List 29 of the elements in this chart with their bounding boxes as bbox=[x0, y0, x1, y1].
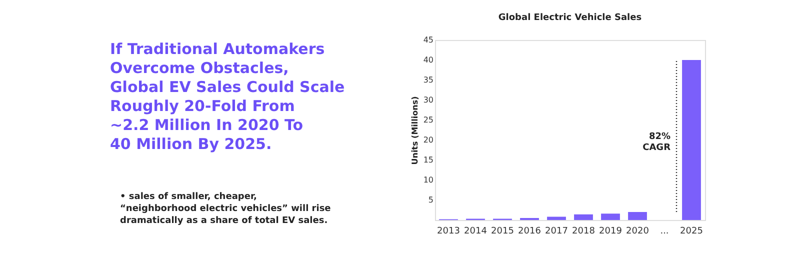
y-tick-label: 35 bbox=[423, 76, 434, 84]
y-tick-label: 40 bbox=[423, 56, 434, 64]
chart-title: Global Electric Vehicle Sales bbox=[498, 13, 642, 23]
y-tick-label: 30 bbox=[423, 96, 434, 104]
x-tick-label: 2016 bbox=[518, 226, 542, 236]
bar bbox=[628, 212, 647, 220]
y-tick-label: 45 bbox=[423, 36, 434, 44]
x-tick-label: 2014 bbox=[464, 226, 488, 236]
x-tick-label: ... bbox=[660, 226, 669, 236]
y-tick-label: 25 bbox=[423, 116, 434, 124]
bar bbox=[574, 214, 593, 220]
y-tick-label: 10 bbox=[423, 176, 434, 184]
annotation: 82% CAGR bbox=[642, 132, 671, 153]
x-tick-label: 2018 bbox=[572, 226, 596, 236]
x-tick-label: 2020 bbox=[626, 226, 650, 236]
y-tick-label: 5 bbox=[428, 196, 434, 204]
y-tick-label: 20 bbox=[423, 136, 434, 144]
x-tick-label: 2025 bbox=[680, 226, 703, 236]
y-axis-title: Units (Millions) bbox=[410, 96, 420, 165]
x-tick-label: 2013 bbox=[437, 226, 460, 236]
bar bbox=[601, 214, 620, 220]
x-tick-label: 2015 bbox=[491, 226, 514, 236]
text: If Traditional Automakers Overcome Obstacles, Global EV Sales Could Scale Roughly 20-Fold From ~2.2 Million In 2020 To 40 Million By 2025. bbox=[110, 40, 345, 153]
text: • sales of smaller, cheaper, “neighborhood electric vehicles” will rise dramatically as a share of total EV sales. bbox=[120, 192, 331, 226]
x-tick-label: 2019 bbox=[599, 226, 622, 236]
bar bbox=[547, 216, 566, 220]
y-tick-label: 15 bbox=[423, 156, 434, 164]
bar bbox=[682, 60, 701, 220]
x-tick-label: 2017 bbox=[545, 226, 568, 236]
